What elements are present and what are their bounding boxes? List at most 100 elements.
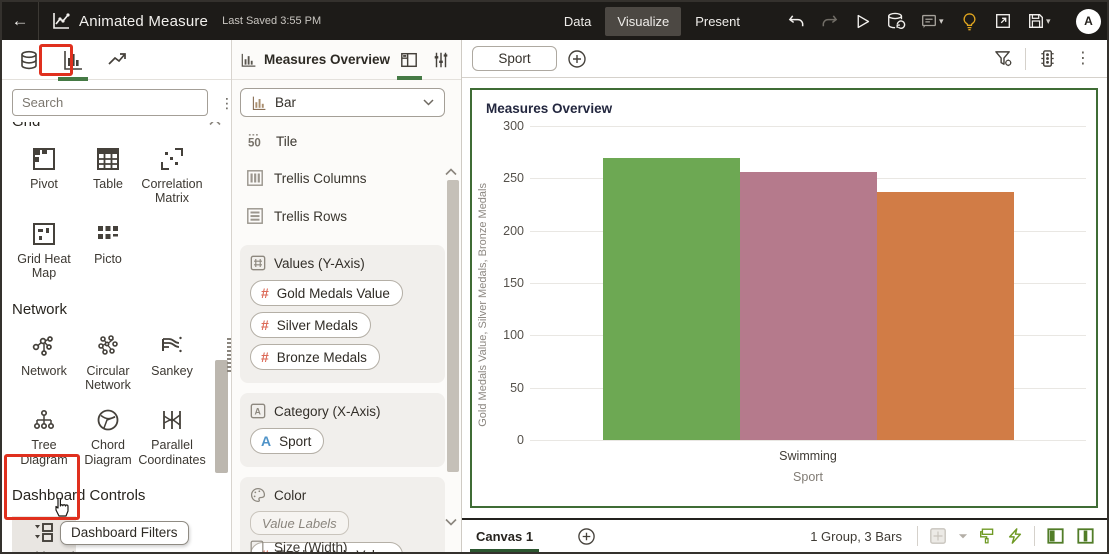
tab-visualize[interactable]: Visualize <box>605 6 682 36</box>
color-section: Color Value Labels #Total Medals Value <box>240 477 445 552</box>
chart-status-text: 1 Group, 3 Bars <box>810 528 902 544</box>
viz-type-pivot[interactable]: Pivot <box>12 143 76 212</box>
settings-sliders-icon[interactable] <box>429 45 453 75</box>
conditional-formatting-icon[interactable] <box>1038 49 1057 68</box>
toggle-right-panel-icon[interactable] <box>1076 527 1095 545</box>
panel-resize-handle[interactable] <box>227 338 231 374</box>
bar-silver-medals[interactable] <box>739 172 877 440</box>
category-x-axis-section: A Category (X-Axis) A Sport <box>240 393 445 467</box>
divider <box>1025 47 1026 70</box>
y-tick-label: 100 <box>503 328 524 343</box>
measure-icon: # <box>261 285 269 301</box>
pill-gold-medals-value[interactable]: # Gold Medals Value <box>250 280 403 306</box>
add-filter-icon[interactable] <box>567 49 587 69</box>
filter-chip-sport[interactable]: Sport <box>472 46 557 71</box>
y-tick-label: 0 <box>517 433 524 447</box>
grammar-panel: Measures Overview Bar 50 Tile <box>232 40 462 552</box>
canvas-menu-icon[interactable]: ⋮ <box>1075 49 1091 67</box>
export-window-icon[interactable] <box>986 12 1019 30</box>
undo-icon[interactable] <box>780 12 813 31</box>
grammar-tab-icon[interactable] <box>397 45 422 80</box>
left-panel-tabstrip <box>2 40 231 81</box>
auto-apply-bolt-icon[interactable] <box>1007 527 1023 545</box>
top-bar: ← Animated Measure Last Saved 3:55 PM Da… <box>2 2 1107 40</box>
scroll-down-chevron-icon[interactable] <box>445 518 457 526</box>
divider <box>38 2 39 40</box>
visualizations-tab-icon[interactable] <box>56 43 90 81</box>
panel-menu-icon[interactable]: ⋮ <box>214 96 231 110</box>
insights-lightbulb-icon[interactable] <box>953 12 986 31</box>
values-y-axis-section: Values (Y-Axis) # Gold Medals Value # Silv… <box>240 245 445 383</box>
trellis-columns-icon <box>247 170 263 186</box>
viz-title-icon <box>241 53 256 67</box>
svg-text:A: A <box>254 407 261 417</box>
scroll-up-chevron-icon[interactable] <box>445 168 457 176</box>
values-axis-icon <box>250 255 266 271</box>
add-canvas-icon[interactable] <box>577 527 596 546</box>
divider <box>917 526 918 546</box>
viz-type-picto[interactable]: Picto <box>76 218 140 287</box>
y-axis-ticks: 0 50 100 150 200 250 300 <box>494 119 530 447</box>
trellis-rows-row[interactable]: Trellis Rows <box>240 197 445 235</box>
pill-bronze-medals[interactable]: # Bronze Medals <box>250 344 380 370</box>
comments-icon[interactable] <box>912 12 945 30</box>
save-caret-icon[interactable]: ▾ <box>1046 15 1051 26</box>
grid-section-clipped: Grid <box>2 122 231 133</box>
preview-play-icon[interactable] <box>846 13 879 30</box>
pill-sport[interactable]: A Sport <box>250 428 325 454</box>
svg-text:50: 50 <box>248 137 261 149</box>
tab-data[interactable]: Data <box>563 13 592 29</box>
bars-group <box>530 126 1086 440</box>
left-panel-scrollbar[interactable] <box>215 360 228 473</box>
chart-title: Measures Overview <box>486 101 613 116</box>
trellis-rows-icon <box>247 208 263 224</box>
search-input[interactable] <box>12 89 208 116</box>
user-avatar[interactable]: A <box>1076 8 1101 34</box>
network-section-title: Network <box>12 300 68 318</box>
viz-type-tree-diagram[interactable]: Tree Diagram <box>12 404 76 473</box>
viz-type-sankey[interactable]: Sankey <box>140 330 204 399</box>
y-tick-label: 200 <box>503 223 524 238</box>
canvas-panel: Sport ⋮ Measures Overview Gold Medals Va… <box>462 40 1107 552</box>
viz-type-correlation-matrix[interactable]: Correlation Matrix <box>140 143 204 212</box>
values-section-label: Values (Y-Axis) <box>274 255 365 271</box>
viz-type-grid-heat-map[interactable]: Grid Heat Map <box>12 218 76 287</box>
analytics-tab-icon[interactable] <box>100 43 134 77</box>
limit-values-filter-icon[interactable] <box>994 49 1013 68</box>
dashboard-controls-section-title: Dashboard Controls <box>12 487 146 504</box>
toggle-left-panel-icon[interactable] <box>1046 527 1065 545</box>
comments-caret-icon[interactable]: ▾ <box>939 15 944 26</box>
redo-icon[interactable] <box>813 12 846 31</box>
tab-present[interactable]: Present <box>695 13 740 29</box>
grammar-panel-scrollbar[interactable] <box>447 180 459 472</box>
y-tick-label: 300 <box>503 119 524 133</box>
viz-type-network[interactable]: Network <box>12 330 76 399</box>
measure-icon: # <box>261 547 269 552</box>
chart-type-dropdown[interactable]: Bar <box>240 88 445 117</box>
canvas-style-brush-icon[interactable] <box>979 527 996 545</box>
color-value-labels-slot[interactable]: Value Labels <box>250 511 349 535</box>
viz-type-parallel-coordinates[interactable]: Parallel Coordinates <box>138 404 206 473</box>
workbook-logo-icon <box>51 11 71 31</box>
canvas-bar: Canvas 1 1 Group, 3 Bars <box>462 518 1107 552</box>
topbar-actions: ▾ ▾ <box>780 11 1060 31</box>
chevron-down-icon <box>423 99 434 106</box>
viz-type-chord-diagram[interactable]: Chord Diagram <box>76 404 140 473</box>
trellis-columns-row[interactable]: Trellis Columns <box>240 159 445 197</box>
pill-silver-medals[interactable]: # Silver Medals <box>250 312 371 338</box>
divider <box>1034 526 1035 546</box>
canvas-tab-1[interactable]: Canvas 1 <box>470 521 540 552</box>
bar-gold-medals-value[interactable] <box>602 158 740 440</box>
bar-chart-visualization[interactable]: Measures Overview Gold Medals Value, Sil… <box>470 88 1098 508</box>
viz-type-circular-network[interactable]: Circular Network <box>76 330 140 399</box>
save-icon[interactable] <box>1019 12 1052 30</box>
data-tab-icon[interactable] <box>12 43 46 77</box>
tile-row[interactable]: 50 Tile <box>248 133 298 150</box>
bar-bronze-medals[interactable] <box>876 191 1014 440</box>
collapse-chevron-icon[interactable] <box>209 122 221 126</box>
back-icon[interactable]: ← <box>11 11 29 30</box>
refresh-data-icon[interactable] <box>879 11 912 31</box>
viz-type-table[interactable]: Table <box>76 143 140 212</box>
bar-chart-icon <box>252 96 266 110</box>
